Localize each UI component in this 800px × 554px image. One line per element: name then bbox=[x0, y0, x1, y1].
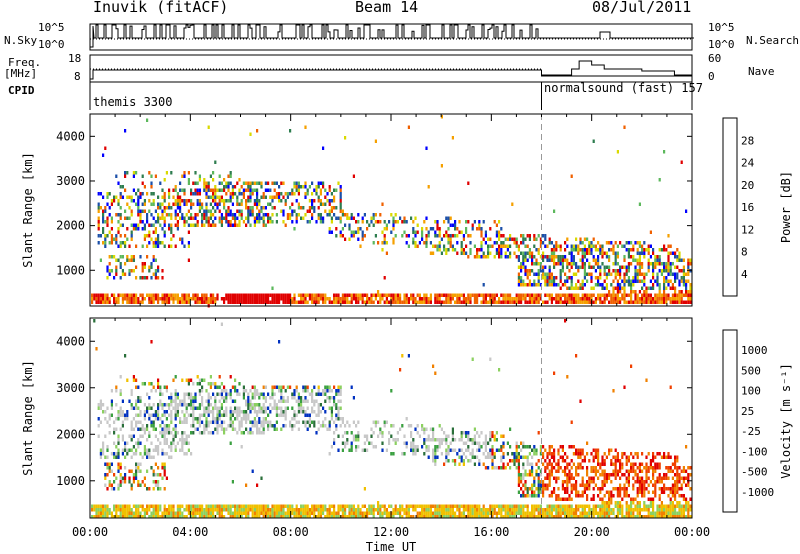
nave-label: Nave bbox=[748, 65, 775, 78]
velocity-colorbar-tick-label: 500 bbox=[741, 364, 761, 377]
power-colorbar-label: Power [dB] bbox=[779, 171, 793, 243]
xtick-label: 08:00 bbox=[273, 525, 309, 539]
power-ytick-label: 2000 bbox=[56, 219, 85, 233]
velocity-colorbar-tick-label: 25 bbox=[741, 405, 754, 418]
velocity-colorbar-tick-label: 1000 bbox=[741, 344, 768, 357]
freq-tick-top-left: 18 bbox=[68, 52, 82, 65]
nave-tick-bottom-right: 0 bbox=[708, 70, 715, 83]
power-colorbar-tick-label: 24 bbox=[741, 157, 755, 170]
cpid-segment-normalsound: normalsound (fast) 157 bbox=[544, 81, 703, 95]
cpid-label: CPID bbox=[8, 84, 35, 97]
noise-tick-bottom-right: 10^0 bbox=[708, 38, 735, 51]
velocity-ytick-label: 4000 bbox=[56, 334, 85, 348]
freq-tick-bottom-left: 8 bbox=[74, 70, 81, 83]
power-ytick-label: 1000 bbox=[56, 263, 85, 277]
xtick-label: 20:00 bbox=[574, 525, 610, 539]
velocity-ytick-label: 1000 bbox=[56, 474, 85, 488]
power-colorbar-tick-label: 8 bbox=[741, 246, 748, 259]
frequency-trace bbox=[90, 69, 692, 80]
velocity-colorbar-tick-label: -500 bbox=[741, 466, 768, 479]
nsky-trace bbox=[90, 24, 694, 48]
power-colorbar-tick-label: 28 bbox=[741, 134, 754, 147]
xtick-label: 00:00 bbox=[72, 525, 108, 539]
noise-tick-top-right: 10^5 bbox=[708, 21, 735, 34]
power-ytick-label: 3000 bbox=[56, 174, 85, 188]
noise-tick-top-left: 10^5 bbox=[38, 21, 65, 34]
station-title: Inuvik (fitACF) bbox=[93, 0, 229, 16]
power-colorbar-tick-label: 20 bbox=[741, 179, 754, 192]
nsearch-label: N.Search bbox=[746, 34, 799, 47]
velocity-ytick-label: 2000 bbox=[56, 427, 85, 441]
power-colorbar-tick-label: 12 bbox=[741, 223, 754, 236]
power-colorbar-tick-label: 16 bbox=[741, 201, 754, 214]
velocity-heatmap bbox=[91, 319, 692, 519]
velocity-ylabel: Slant Range [km] bbox=[21, 360, 35, 476]
beam-title: Beam 14 bbox=[355, 0, 419, 16]
xtick-label: 04:00 bbox=[172, 525, 208, 539]
velocity-colorbar-tick-label: 100 bbox=[741, 385, 761, 398]
date-title: 08/Jul/2011 bbox=[592, 0, 692, 16]
xtick-label: 16:00 bbox=[473, 525, 509, 539]
nsky-label: N.Sky bbox=[4, 34, 38, 47]
noise-panel-frame bbox=[89, 23, 693, 51]
velocity-colorbar-tick-label: -1000 bbox=[741, 486, 774, 499]
velocity-colorbar-frame bbox=[722, 329, 738, 513]
cpid-segment-themis: themis 3300 bbox=[93, 95, 173, 109]
power-ytick-label: 4000 bbox=[56, 129, 85, 143]
velocity-ytick-label: 3000 bbox=[56, 381, 85, 395]
power-heatmap bbox=[91, 115, 692, 308]
freq-unit-label: [MHz] bbox=[4, 67, 38, 80]
velocity-colorbar-tick-label: -100 bbox=[741, 445, 768, 458]
power-colorbar-tick-label: 4 bbox=[741, 268, 748, 281]
xtick-label: 12:00 bbox=[373, 525, 409, 539]
power-ylabel: Slant Range [km] bbox=[21, 152, 35, 268]
velocity-colorbar-label: Velocity [m s⁻¹] bbox=[779, 363, 793, 479]
power-colorbar-frame bbox=[722, 117, 738, 297]
velocity-colorbar-tick-label: -25 bbox=[741, 425, 761, 438]
nave-tick-top-right: 60 bbox=[708, 52, 722, 65]
xtick-label: 00:00 bbox=[674, 525, 710, 539]
noise-tick-bottom-left: 10^0 bbox=[38, 38, 65, 51]
xaxis-label: Time UT bbox=[366, 540, 417, 554]
freq-label: Freq. bbox=[8, 56, 42, 69]
nave-trace bbox=[541, 60, 692, 76]
